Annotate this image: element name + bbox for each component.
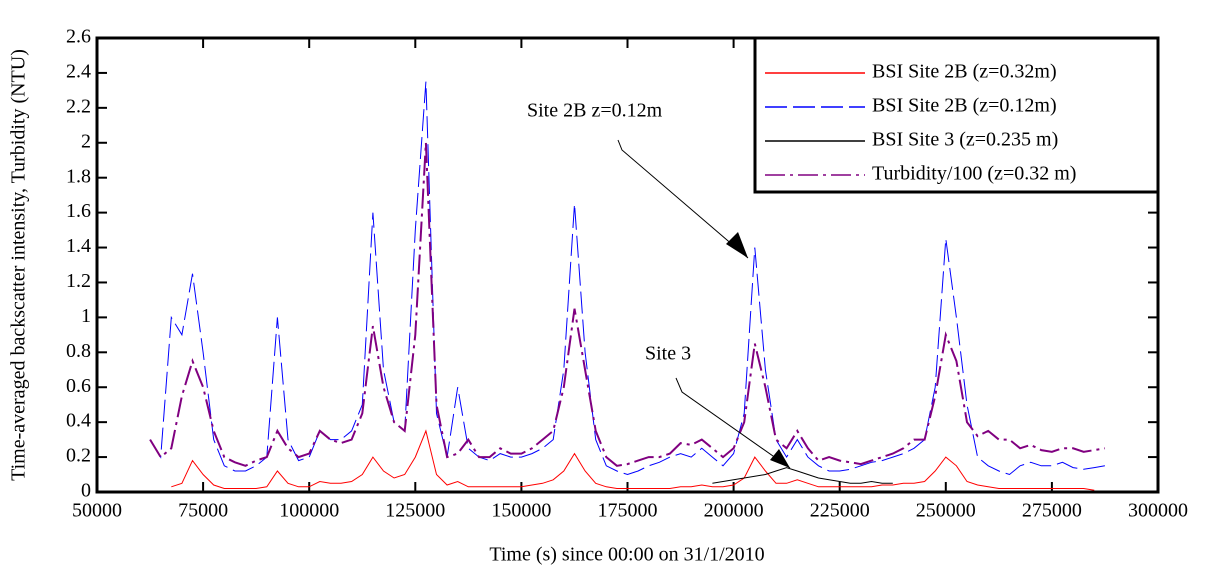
series-line (171, 429, 1095, 491)
y-tick-label: 2.6 (66, 26, 91, 48)
legend-label: Turbidity/100 (z=0.32 m) (872, 163, 1076, 185)
legend-label: BSI Site 2B (z=0.12m) (872, 95, 1057, 117)
x-tick-label: 300000 (1128, 500, 1188, 522)
x-axis-label: Time (s) since 00:00 on 31/1/2010 (489, 544, 764, 566)
legend: BSI Site 2B (z=0.32m) BSI Site 2B (z=0.12… (753, 36, 1160, 194)
arrow-head (726, 232, 748, 258)
annotation: Site 2B z=0.12m (527, 100, 663, 122)
ticks (96, 37, 1159, 493)
x-tick-label: 250000 (916, 500, 976, 522)
y-tick-label: 0 (81, 480, 91, 502)
x-tick-label: 50000 (72, 500, 122, 522)
y-tick-label: 2.2 (66, 95, 91, 117)
y-tick-label: 1.6 (66, 200, 91, 222)
x-tick-label: 175000 (598, 500, 658, 522)
y-tick-label: 0.6 (66, 375, 91, 397)
x-tick-label: 100000 (279, 500, 339, 522)
plot-frame (95, 36, 1160, 494)
x-tick-label: 75000 (178, 500, 228, 522)
annotation: Site 3 (645, 343, 691, 365)
y-tick-label: 0.8 (66, 340, 91, 362)
y-axis-label: Time-averaged backscatter intensity, Tur… (8, 49, 30, 481)
series-line (149, 142, 1106, 467)
y-tick-label: 1.8 (66, 165, 91, 187)
y-tick-label: 0.2 (66, 445, 91, 467)
y-tick-label: 1.2 (66, 270, 91, 292)
legend-box (753, 36, 1160, 194)
tick-labels: 0 0.2 0.4 0.6 0.8 1 1.2 1.4 1.6 1.8 2 2.2 2.4 2.6 5000… (66, 26, 1188, 522)
series-line (149, 81, 1105, 476)
y-tick-label: 0.4 (66, 410, 91, 432)
x-tick-label: 125000 (385, 500, 445, 522)
y-tick-label: 1 (81, 305, 91, 327)
y-tick-label: 1.4 (66, 235, 91, 257)
x-tick-label: 225000 (810, 500, 870, 522)
plot-lines (149, 81, 1106, 491)
legend-label: BSI Site 2B (z=0.32m) (872, 61, 1057, 83)
arrow-head (770, 449, 790, 468)
series-line (712, 467, 893, 484)
x-tick-label: 150000 (491, 500, 551, 522)
annotation-arrow (675, 377, 791, 469)
y-tick-label: 2.4 (66, 61, 91, 83)
legend-label: BSI Site 3 (z=0.235 m) (872, 129, 1058, 151)
x-tick-label: 275000 (1022, 500, 1082, 522)
y-tick-label: 2 (81, 130, 91, 152)
annotation-arrow (617, 139, 749, 259)
x-tick-label: 200000 (704, 500, 764, 522)
